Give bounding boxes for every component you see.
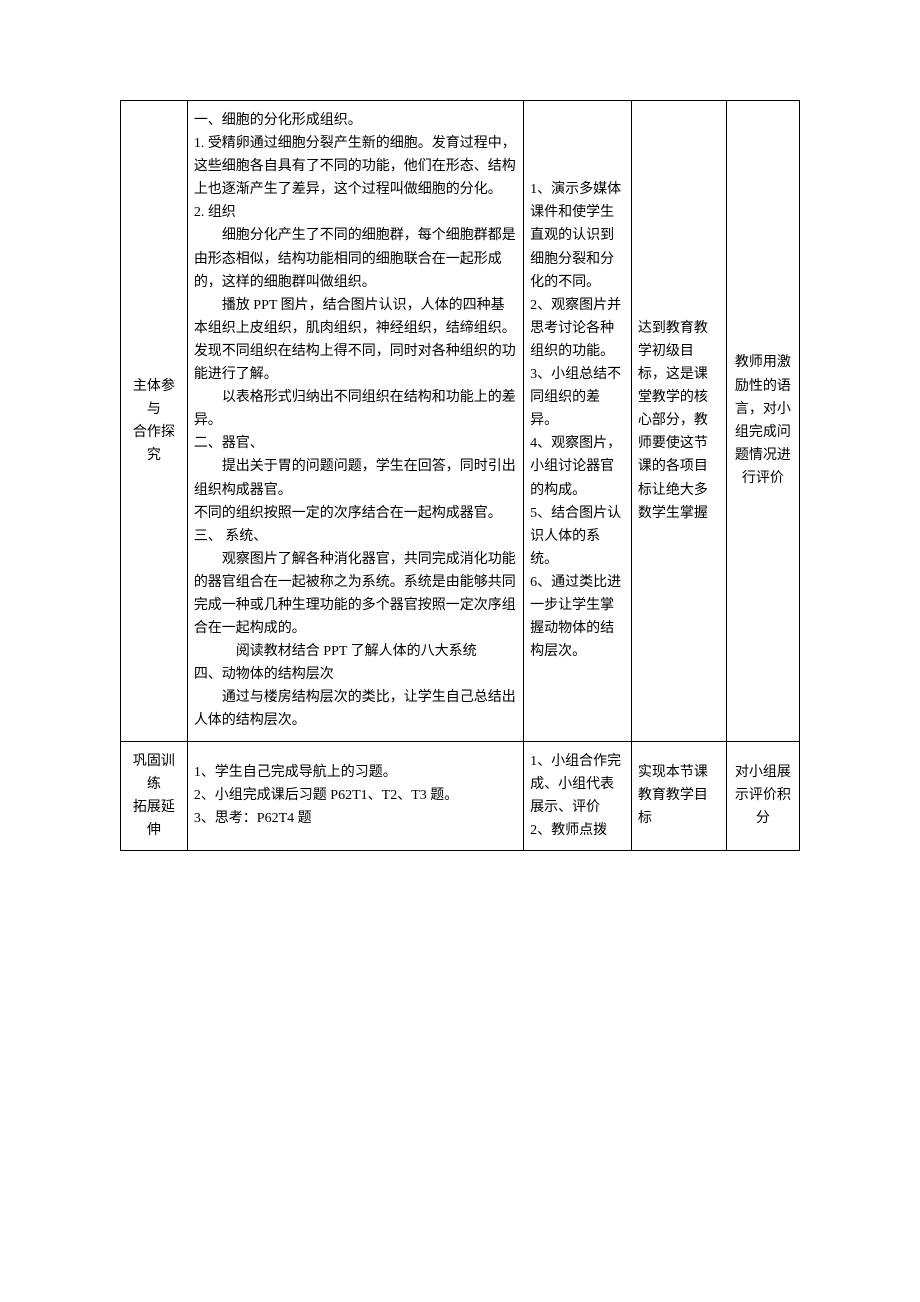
cell-content: 一、细胞的分化形成组织。1. 受精卵通过细胞分裂产生新的细胞。发育过程中，这些细… — [187, 101, 523, 742]
content-line: 不同的组织按照一定的次序结合在一起构成器官。 — [194, 502, 517, 525]
cell-eval: 教师用激励性的语言，对小组完成问题情况进行评价 — [726, 101, 799, 742]
content-line: 提出关于胃的问题问题，学生在回答，同时引出组织构成器官。 — [194, 455, 517, 501]
cell-goal: 实现本节课教育教学目标 — [631, 741, 726, 850]
cell-activity: 1、演示多媒体课件和使学生直观的认识到细胞分裂和分化的不同。2、观察图片并思考讨… — [524, 101, 632, 742]
eval-text: 教师用激励性的语言，对小组完成问题情况进行评价 — [733, 351, 793, 490]
content-line: 播放 PPT 图片，结合图片认识，人体的四种基本组织上皮组织，肌肉组织，神经组织… — [194, 294, 517, 386]
content-line: 一、细胞的分化形成组织。 — [194, 109, 517, 132]
cell-phase: 主体参与合作探究 — [121, 101, 188, 742]
page: 主体参与合作探究 一、细胞的分化形成组织。1. 受精卵通过细胞分裂产生新的细胞。… — [120, 100, 800, 851]
content-line: 观察图片了解各种消化器官，共同完成消化功能的器官组合在一起被称之为系统。系统是由… — [194, 548, 517, 640]
cell-phase: 巩固训练拓展延伸 — [121, 741, 188, 850]
cell-content: 1、学生自己完成导航上的习题。2、小组完成课后习题 P62T1、T2、T3 题。… — [187, 741, 523, 850]
content-line: 阅读教材结合 PPT 了解人体的八大系统 — [194, 640, 517, 663]
eval-text: 对小组展示评价积分 — [733, 761, 793, 830]
content-line: 三、 系统、 — [194, 525, 517, 548]
goal-text: 达到教育教学初级目标，这是课堂教学的核心部分，教师要使这节课的各项目标让绝大多数… — [638, 317, 720, 525]
activity-text: 1、小组合作完成、小组代表展示、评价2、教师点拨 — [530, 750, 625, 842]
content-line: 四、动物体的结构层次 — [194, 663, 517, 686]
cell-eval: 对小组展示评价积分 — [726, 741, 799, 850]
content-line: 二、器官、 — [194, 432, 517, 455]
activity-text: 1、演示多媒体课件和使学生直观的认识到细胞分裂和分化的不同。2、观察图片并思考讨… — [530, 178, 625, 663]
content-line: 2、小组完成课后习题 P62T1、T2、T3 题。 — [194, 784, 517, 807]
phase-text: 巩固训练拓展延伸 — [127, 750, 181, 842]
phase-text: 主体参与合作探究 — [127, 375, 181, 467]
content-line: 1. 受精卵通过细胞分裂产生新的细胞。发育过程中，这些细胞各自具有了不同的功能，… — [194, 132, 517, 201]
content-line: 以表格形式归纳出不同组织在结构和功能上的差异。 — [194, 386, 517, 432]
lesson-table: 主体参与合作探究 一、细胞的分化形成组织。1. 受精卵通过细胞分裂产生新的细胞。… — [120, 100, 800, 851]
table-row: 巩固训练拓展延伸 1、学生自己完成导航上的习题。2、小组完成课后习题 P62T1… — [121, 741, 800, 850]
content-line: 1、学生自己完成导航上的习题。 — [194, 761, 517, 784]
table-row: 主体参与合作探究 一、细胞的分化形成组织。1. 受精卵通过细胞分裂产生新的细胞。… — [121, 101, 800, 742]
content-line: 通过与楼房结构层次的类比，让学生自己总结出人体的结构层次。 — [194, 686, 517, 732]
content-line: 3、思考：P62T4 题 — [194, 807, 517, 830]
cell-goal: 达到教育教学初级目标，这是课堂教学的核心部分，教师要使这节课的各项目标让绝大多数… — [631, 101, 726, 742]
content-line: 细胞分化产生了不同的细胞群，每个细胞群都是由形态相似，结构功能相同的细胞联合在一… — [194, 224, 517, 293]
goal-text: 实现本节课教育教学目标 — [638, 761, 720, 830]
cell-activity: 1、小组合作完成、小组代表展示、评价2、教师点拨 — [524, 741, 632, 850]
content-line: 2. 组织 — [194, 201, 517, 224]
